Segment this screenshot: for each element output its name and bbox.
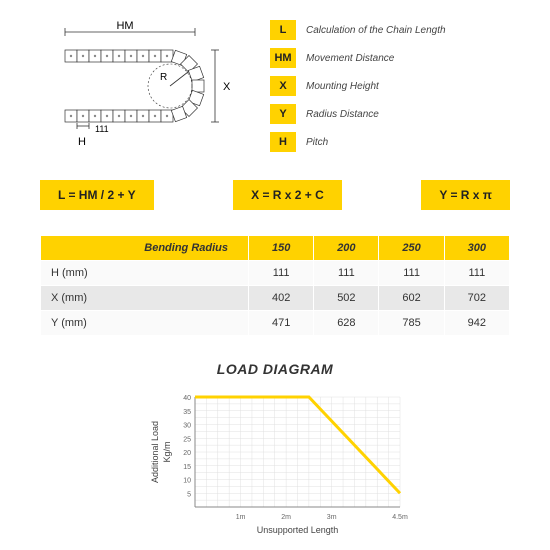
svg-text:25: 25 xyxy=(183,436,191,443)
svg-text:15: 15 xyxy=(183,464,191,471)
svg-text:20: 20 xyxy=(183,450,191,457)
legend-row: H Pitch xyxy=(270,132,510,152)
legend-key: H xyxy=(270,132,296,152)
svg-text:10: 10 xyxy=(183,478,191,485)
svg-text:1m: 1m xyxy=(236,514,246,521)
table-header-cell: 150 xyxy=(249,236,314,261)
legend-key: HM xyxy=(270,48,296,68)
chain-diagram: HM R X xyxy=(40,20,240,150)
h-dim-value: 111 xyxy=(95,124,109,134)
table-cell: 111 xyxy=(249,261,314,286)
table-header-cell: Bending Radius xyxy=(41,236,249,261)
table-header-cell: 200 xyxy=(314,236,379,261)
table-cell: 111 xyxy=(444,261,509,286)
table-cell: 111 xyxy=(379,261,444,286)
svg-text:4.5m: 4.5m xyxy=(392,514,408,521)
legend-text: Mounting Height xyxy=(306,81,379,92)
table-cell: 628 xyxy=(314,311,379,336)
table-cell: 471 xyxy=(249,311,314,336)
bending-radius-table: Bending Radius150200250300 H (mm)1111111… xyxy=(40,235,510,336)
legend-text: Movement Distance xyxy=(306,53,394,64)
svg-text:3m: 3m xyxy=(327,514,337,521)
table-header-row: Bending Radius150200250300 xyxy=(41,236,510,261)
table-cell: X (mm) xyxy=(41,286,249,311)
table-cell: H (mm) xyxy=(41,261,249,286)
formula: L = HM / 2 + Y xyxy=(40,180,154,210)
top-row: HM R X xyxy=(40,20,510,160)
h-label: H xyxy=(78,136,86,148)
legend: L Calculation of the Chain Length HM Moveme… xyxy=(270,20,510,160)
table-row: H (mm)111111111111 xyxy=(41,261,510,286)
legend-text: Pitch xyxy=(306,137,328,148)
formula: X = R x 2 + C xyxy=(233,180,342,210)
svg-text:5: 5 xyxy=(187,491,191,498)
r-label: R xyxy=(160,72,167,83)
table-cell: 785 xyxy=(379,311,444,336)
table-cell: 702 xyxy=(444,286,509,311)
table-cell: 502 xyxy=(314,286,379,311)
table-cell: 602 xyxy=(379,286,444,311)
table-cell: 111 xyxy=(314,261,379,286)
table-cell: 942 xyxy=(444,311,509,336)
legend-text: Radius Distance xyxy=(306,109,379,120)
svg-text:Kg/m: Kg/m xyxy=(162,441,172,462)
legend-row: L Calculation of the Chain Length xyxy=(270,20,510,40)
legend-key: X xyxy=(270,76,296,96)
svg-text:2m: 2m xyxy=(281,514,291,521)
svg-text:Unsupported Length: Unsupported Length xyxy=(257,525,339,535)
table-body: H (mm)111111111111X (mm)402502602702Y (m… xyxy=(41,261,510,336)
x-label: X xyxy=(223,81,231,93)
hm-label: HM xyxy=(116,20,133,32)
table-cell: 402 xyxy=(249,286,314,311)
formula-row: L = HM / 2 + Y X = R x 2 + C Y = R x π xyxy=(40,180,510,210)
table-header-cell: 250 xyxy=(379,236,444,261)
legend-row: X Mounting Height xyxy=(270,76,510,96)
legend-row: HM Movement Distance xyxy=(270,48,510,68)
legend-key: L xyxy=(270,20,296,40)
svg-text:30: 30 xyxy=(183,423,191,430)
svg-text:40: 40 xyxy=(183,395,191,402)
load-chart: 5 10 15 20 25 30 35 40 1m 2m 3m 4.5m Additional Load… xyxy=(40,387,510,537)
svg-text:35: 35 xyxy=(183,409,191,416)
legend-row: Y Radius Distance xyxy=(270,104,510,124)
table-row: X (mm)402502602702 xyxy=(41,286,510,311)
legend-text: Calculation of the Chain Length xyxy=(306,25,446,36)
table-row: Y (mm)471628785942 xyxy=(41,311,510,336)
formula: Y = R x π xyxy=(421,180,510,210)
load-diagram-title: LOAD DIAGRAM xyxy=(40,361,510,377)
table-header-cell: 300 xyxy=(444,236,509,261)
svg-text:Additional Load: Additional Load xyxy=(150,421,160,483)
legend-key: Y xyxy=(270,104,296,124)
table-cell: Y (mm) xyxy=(41,311,249,336)
